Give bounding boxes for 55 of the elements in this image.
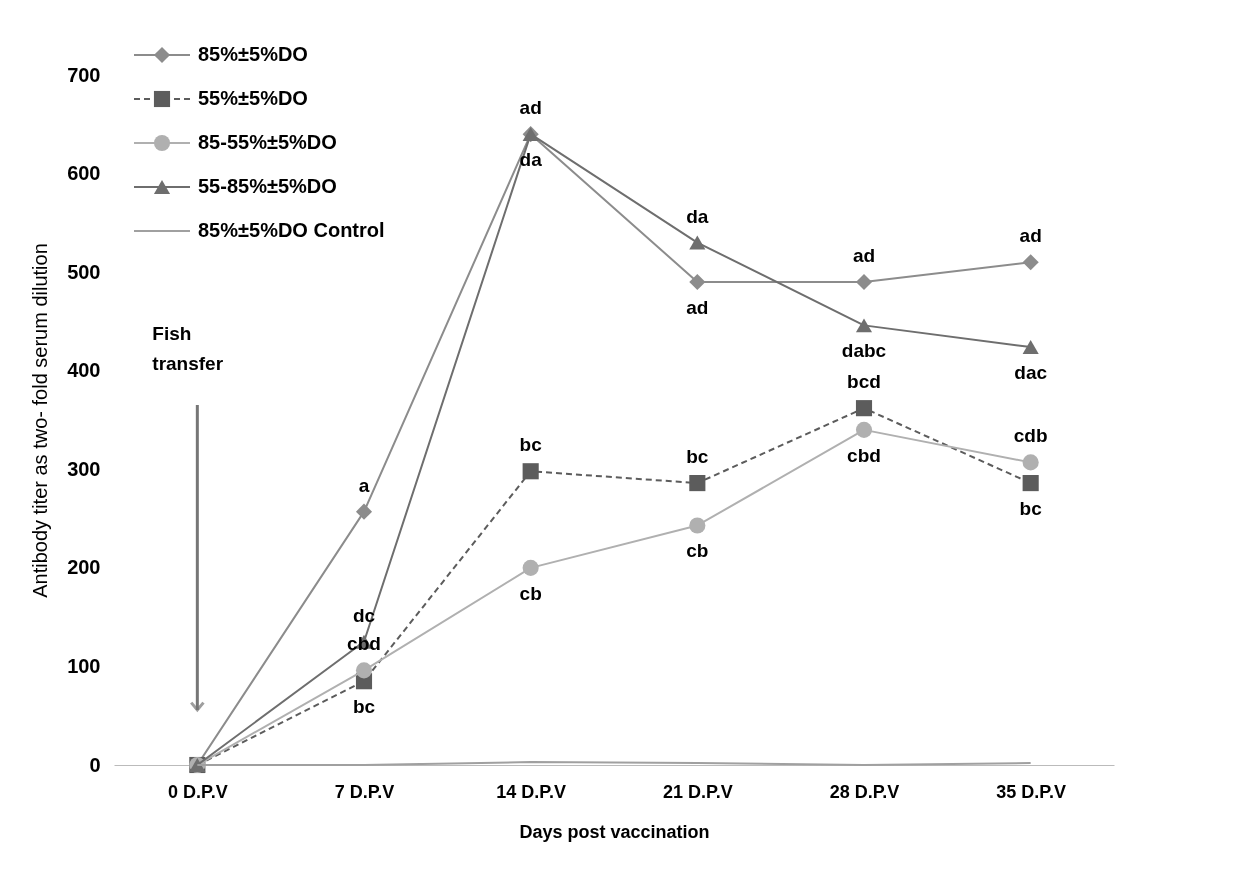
legend-label: 85-55%±5%DO <box>198 131 337 153</box>
point <box>522 559 539 576</box>
legend-label: 55-85%±5%DO <box>198 175 337 197</box>
point <box>1022 340 1039 355</box>
data-label: a <box>358 474 370 496</box>
x-tick-label: 21 D.P.V <box>662 781 733 802</box>
y-tick-label: 400 <box>67 359 101 382</box>
point <box>355 662 373 679</box>
point <box>855 273 873 291</box>
data-label: da <box>686 205 709 227</box>
point <box>355 503 373 520</box>
x-tick-label: 7 D.P.V <box>334 781 395 802</box>
data-label: dabc <box>841 340 887 362</box>
data-label: ad <box>686 297 709 318</box>
legend-label: 85%±5%DO Control <box>198 219 385 241</box>
x-axis-title: Days post vaccination <box>519 821 710 842</box>
data-label: bc <box>686 446 709 468</box>
x-tick-label: 28 D.P.V <box>829 781 900 802</box>
point <box>1022 454 1039 471</box>
point <box>689 273 706 291</box>
legend-label: 85%±5%DO <box>198 43 308 65</box>
x-tick-label: 35 D.P.V <box>996 781 1067 802</box>
point <box>855 421 873 438</box>
data-label: ad <box>519 97 542 119</box>
point <box>689 475 706 492</box>
data-label: bc <box>519 434 543 456</box>
x-tick-label: 0 D.P.V <box>167 781 228 802</box>
data-label: bcd <box>847 371 881 393</box>
y-tick-label: 600 <box>67 162 101 185</box>
y-tick-label: 200 <box>67 556 101 579</box>
y-axis-title: Antibody titer as two- fold serum dilution <box>29 243 52 598</box>
data-label: dac <box>1014 362 1048 384</box>
y-tick-label: 100 <box>67 654 101 677</box>
data-label: bc <box>352 696 376 718</box>
x-tick-label: 14 D.P.V <box>496 781 567 802</box>
data-label: cbd <box>847 444 881 466</box>
point <box>689 235 706 250</box>
annotation: Fish transfer <box>152 323 224 374</box>
data-label: cdb <box>1013 425 1048 447</box>
data-label: cb <box>686 540 709 562</box>
data-label: ad <box>852 245 876 266</box>
data-label: cb <box>519 582 542 604</box>
point <box>1022 254 1039 271</box>
point <box>689 517 706 534</box>
y-tick-label: 300 <box>67 457 101 480</box>
point <box>1022 475 1039 492</box>
legend-label: 55%±5%DO <box>198 87 308 109</box>
point <box>855 400 873 417</box>
point <box>522 463 539 480</box>
point <box>855 318 873 333</box>
data-label: bc <box>1019 498 1043 520</box>
y-tick-label: 700 <box>67 63 101 86</box>
y-tick-label: 0 <box>89 753 101 776</box>
y-tick-label: 500 <box>67 260 101 283</box>
data-label: ad <box>1019 225 1042 247</box>
